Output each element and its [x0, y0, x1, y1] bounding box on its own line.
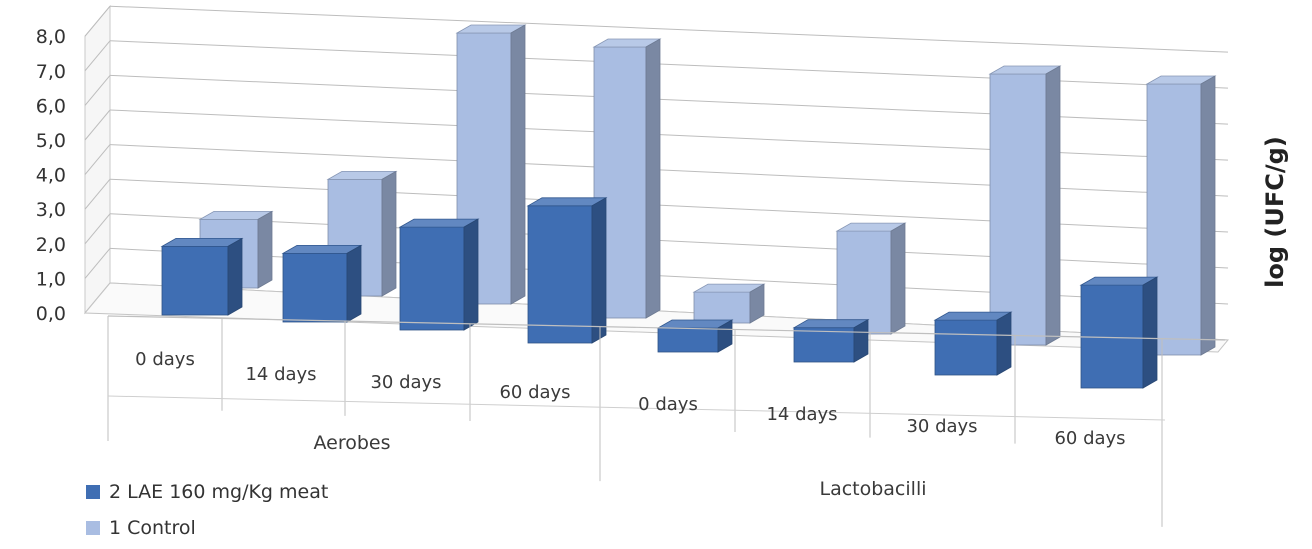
x-category-label: 30 days: [906, 416, 977, 437]
category-row-line: [107, 395, 1166, 421]
x-category-label: 14 days: [245, 364, 316, 385]
y-tick-label: 5,0: [36, 130, 66, 152]
bar-lae-5-front-face: [793, 327, 855, 363]
y-tick-label: 3,0: [36, 199, 66, 221]
bar-control-5-side-face: [890, 222, 906, 335]
y-axis-label: log (UFC/g): [1261, 136, 1289, 288]
bar-lae-1-side-face: [346, 244, 362, 323]
bar-control-6-front-face: [989, 73, 1047, 346]
bar-lae-3-side-face: [591, 197, 607, 344]
legend-label: 2 LAE 160 mg/Kg meat: [109, 481, 328, 503]
bar-control-4-front-face: [693, 291, 751, 324]
gridline-side: [84, 178, 111, 210]
bar-control-0-side-face: [257, 210, 273, 289]
gridline-side: [84, 75, 111, 106]
y-tick-label: 2,0: [36, 234, 66, 256]
gridline-side: [84, 5, 111, 37]
legend-swatch: [86, 521, 100, 535]
bar-control-1-side-face: [381, 170, 397, 297]
legend-label: 1 Control: [109, 517, 196, 539]
bar-lae-7-side-face: [1142, 276, 1158, 389]
x-category-label: 60 days: [1054, 428, 1125, 449]
y-tick-label: 8,0: [36, 26, 66, 48]
gridline-side: [84, 144, 111, 175]
x-category-label: 60 days: [499, 382, 570, 403]
legend-swatch: [86, 485, 100, 499]
x-group-label: Lactobacilli: [819, 478, 926, 500]
bar-lae-2-front-face: [399, 226, 465, 331]
x-category-label: 0 days: [638, 394, 698, 415]
x-axis-line: [107, 315, 1226, 341]
y-tick-label: 0,0: [36, 303, 66, 325]
bar-lae-4-side-face: [717, 319, 733, 353]
bar-lae-6-side-face: [996, 311, 1012, 376]
x-category-label: 0 days: [135, 349, 195, 370]
bar-lae-0-front-face: [161, 245, 229, 316]
bar-lae-1-front-face: [282, 252, 348, 323]
x-group-label: Aerobes: [313, 432, 390, 454]
bar-lae-5-side-face: [853, 319, 869, 363]
bar-control-6-side-face: [1045, 65, 1061, 346]
bar-lae-3-front-face: [527, 205, 593, 344]
y-tick-label: 4,0: [36, 165, 66, 187]
gridline: [109, 5, 1229, 53]
y-axis-ticks: 0,0 1,0 2,0 3,0 4,0 5,0 6,0 7,0 8,0: [36, 26, 66, 325]
gridline-side: [84, 213, 111, 245]
bar-lae-4-front-face: [657, 327, 719, 353]
legend: 2 LAE 160 mg/Kg meat 1 Control: [86, 481, 328, 539]
bar-control-3-side-face: [645, 38, 661, 319]
gridline-side: [84, 109, 111, 141]
x-category-label: 30 days: [370, 372, 441, 393]
y-tick-label: 6,0: [36, 95, 66, 117]
bar-lae-2-side-face: [463, 218, 479, 331]
gridline-side: [84, 248, 111, 279]
bar-control-2-side-face: [510, 24, 526, 305]
x-category-label: 14 days: [766, 404, 837, 425]
y-tick-label: 7,0: [36, 61, 66, 83]
y-tick-label: 1,0: [36, 268, 66, 290]
gridline-side: [84, 40, 111, 72]
bar-lae-6-front-face: [934, 319, 998, 376]
x-axis-table: 0 days 14 days 30 days 60 days 0 days 14 days…: [107, 315, 1226, 527]
bar-lae-0-side-face: [227, 237, 243, 316]
bar-control-4-side-face: [749, 283, 765, 324]
bar-control-7-side-face: [1200, 75, 1216, 356]
bar-control-5-front-face: [836, 230, 892, 335]
bars: [160, 24, 1217, 389]
